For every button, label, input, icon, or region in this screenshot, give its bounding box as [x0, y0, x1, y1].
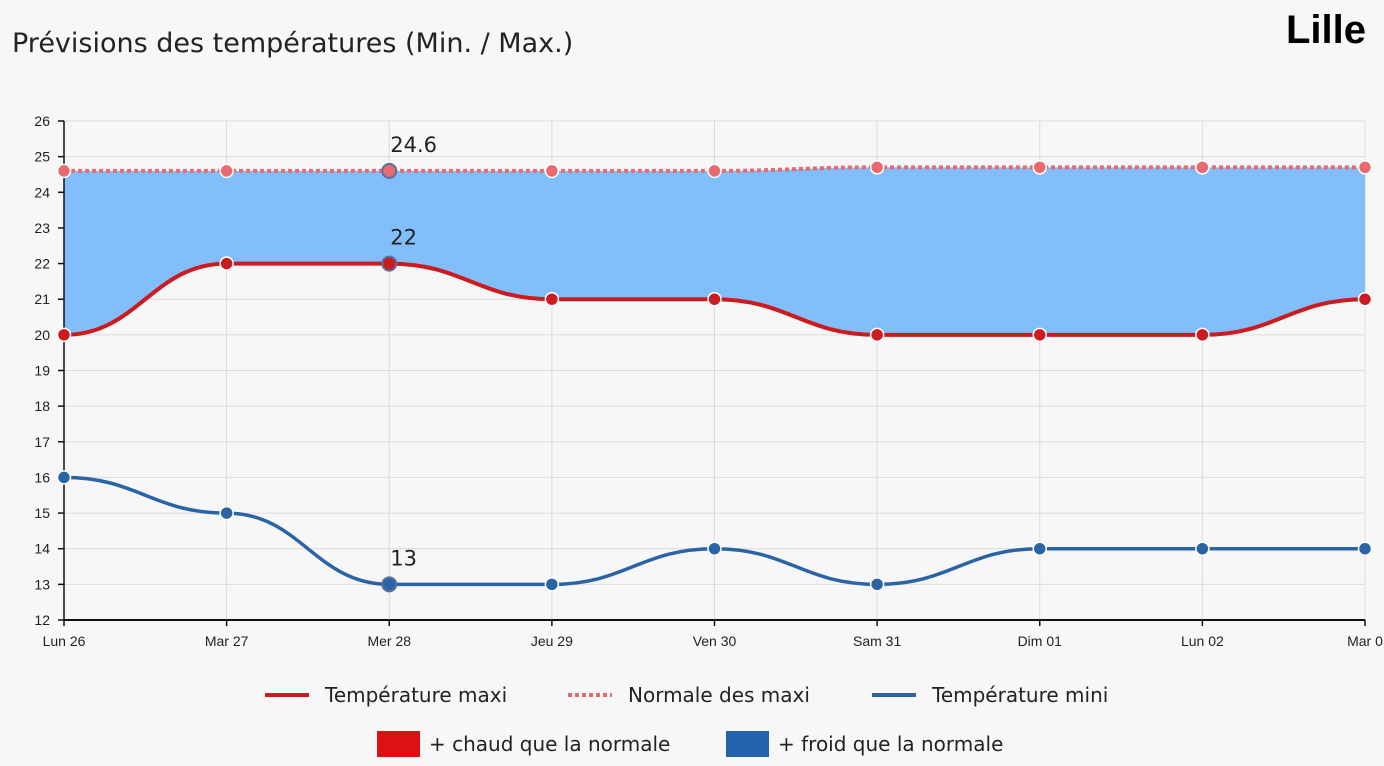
x-tick-label: Mar 27 — [205, 633, 249, 649]
data-point-normale — [869, 160, 885, 175]
data-point-maxi — [1195, 327, 1210, 343]
x-tick-label: Dim 01 — [1018, 633, 1063, 649]
data-point-normale — [707, 163, 722, 179]
data-point-mini — [56, 470, 72, 485]
legend-swatch — [726, 731, 769, 757]
data-point-mini — [707, 541, 722, 556]
x-tick-label: Sam 31 — [853, 633, 901, 649]
band-above-max — [64, 167, 1365, 335]
data-point-mini — [381, 576, 398, 593]
series-line-normale-maxi — [64, 165, 1365, 173]
x-tick-label: Mer 28 — [367, 633, 411, 649]
data-point-mini — [869, 577, 885, 592]
x-tick-label: Lun 02 — [1181, 633, 1224, 649]
data-point-mini — [219, 505, 234, 521]
data-point-maxi — [869, 327, 885, 343]
y-tick-label: 25 — [34, 149, 50, 165]
y-tick-label: 24 — [34, 184, 50, 200]
legend-swatch-label: + froid que la normale — [778, 732, 1003, 756]
y-tick-label: 16 — [34, 469, 50, 485]
y-tick-label: 12 — [34, 612, 50, 628]
legend-item-label: Température mini — [931, 683, 1108, 707]
data-point-mini — [1195, 541, 1210, 556]
data-point-mini — [544, 577, 560, 592]
data-point-normale — [1357, 160, 1373, 175]
city-name: Lille — [1285, 8, 1366, 52]
x-tick-label: Lun 26 — [43, 633, 86, 649]
y-tick-label: 21 — [34, 291, 50, 307]
y-tick-label: 15 — [34, 505, 50, 521]
legend: Température maxi Normale des maxi Températ… — [265, 683, 1108, 757]
y-tick-label: 17 — [34, 434, 50, 450]
data-point-maxi — [219, 256, 234, 271]
y-tick-label: 13 — [34, 576, 50, 592]
data-point-normale — [56, 163, 72, 179]
band-area — [64, 167, 1365, 335]
data-point-maxi — [707, 291, 722, 307]
data-label: 22 — [390, 226, 417, 250]
data-point-maxi — [1357, 291, 1373, 307]
data-point-normale — [381, 162, 398, 179]
x-tick-label: Ven 30 — [693, 633, 737, 649]
y-tick-label: 22 — [34, 256, 50, 272]
data-point-maxi — [56, 327, 72, 343]
data-point-maxi — [1032, 327, 1047, 343]
y-tick-label: 20 — [34, 327, 50, 343]
y-tick-label: 19 — [34, 363, 50, 379]
data-point-mini — [1357, 541, 1373, 556]
x-tick-label: Jeu 29 — [531, 633, 573, 649]
chart-title: Prévisions des températures (Min. / Max.… — [12, 28, 574, 59]
legend-item-label: Température maxi — [324, 683, 507, 707]
y-tick-label: 14 — [34, 541, 50, 557]
y-tick-label: 18 — [34, 398, 50, 414]
x-tick-label: Mar 0 — [1347, 633, 1383, 649]
data-labels: 24.6 22 13 — [390, 133, 437, 570]
data-point-normale — [544, 163, 560, 179]
data-point-mini — [1032, 541, 1047, 556]
data-points — [56, 160, 1373, 593]
data-point-normale — [219, 163, 234, 179]
data-point-normale — [1195, 160, 1210, 175]
legend-swatch — [377, 731, 420, 757]
legend-swatch-label: + chaud que la normale — [429, 732, 670, 756]
data-label: 13 — [390, 546, 417, 570]
data-point-maxi — [381, 255, 398, 272]
legend-item-label: Normale des maxi — [628, 683, 810, 707]
data-point-maxi — [544, 291, 560, 307]
data-label: 24.6 — [390, 133, 437, 157]
axes: 12 13 14 15 16 17 18 19 20 21 22 23 24 25 26 Lun 26 Mar … — [34, 113, 1383, 649]
y-tick-label: 26 — [34, 113, 50, 129]
y-tick-label: 23 — [34, 220, 50, 236]
data-point-normale — [1032, 160, 1047, 175]
